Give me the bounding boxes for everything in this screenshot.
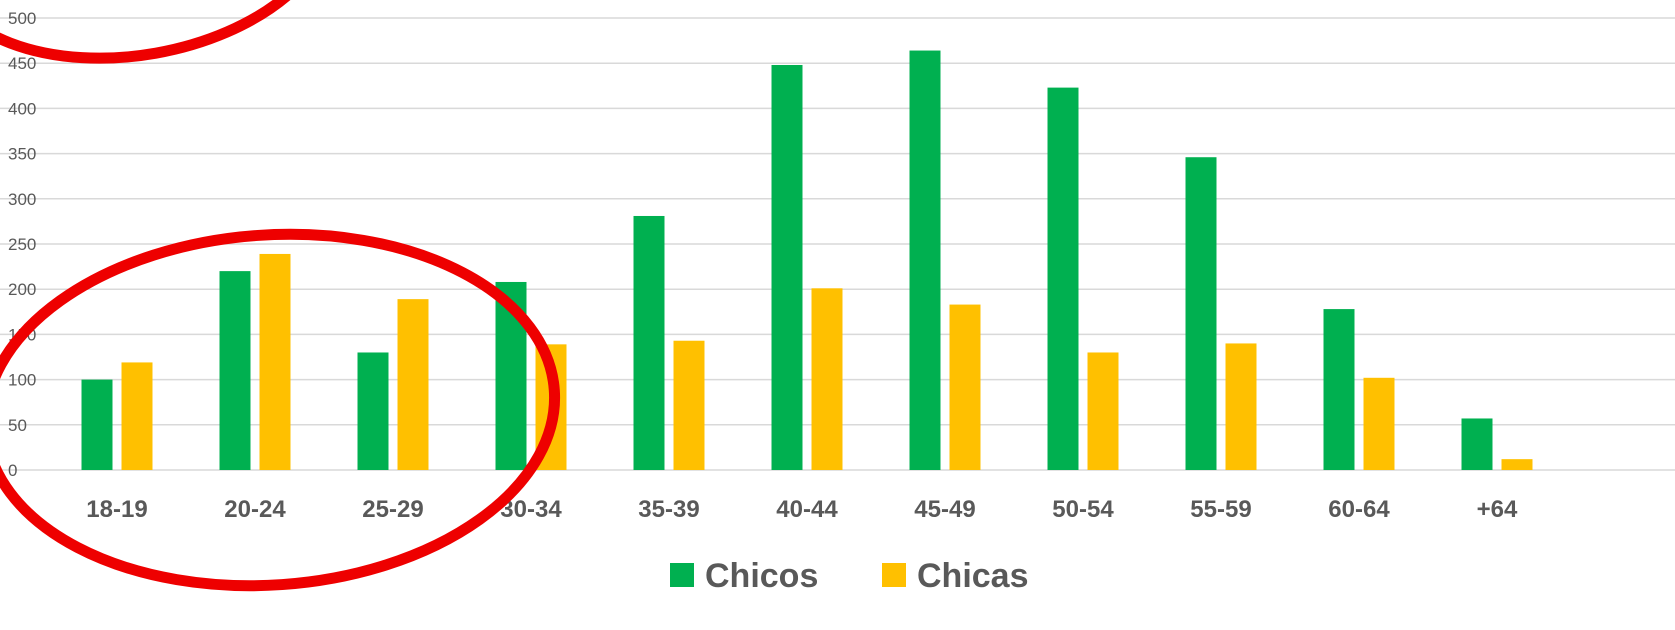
x-tick-label: 40-44 bbox=[776, 496, 838, 523]
bar-chicas-40-44 bbox=[811, 288, 843, 470]
bar-chicas-60-64 bbox=[1363, 377, 1395, 470]
legend-label-chicos: Chicos bbox=[705, 557, 818, 595]
bar-chicos-40-44 bbox=[771, 65, 803, 471]
y-tick-label: 250 bbox=[8, 235, 36, 254]
x-tick-label: 60-64 bbox=[1328, 496, 1390, 523]
y-tick-label: 450 bbox=[8, 54, 36, 73]
bar-chicas-25-29 bbox=[397, 299, 429, 470]
x-tick-label: 45-49 bbox=[914, 496, 975, 523]
x-tick-label: 55-59 bbox=[1190, 496, 1251, 523]
bar-chicos-18-19 bbox=[81, 379, 113, 470]
x-tick-label: 18-19 bbox=[86, 496, 147, 523]
bar-chicos-60-64 bbox=[1323, 309, 1355, 470]
bar-chicas-45-49 bbox=[949, 304, 981, 470]
highlight-ellipse-left-groups bbox=[0, 228, 561, 592]
legend-label-chicas: Chicas bbox=[917, 557, 1029, 595]
bar-chicos-50-54 bbox=[1047, 87, 1079, 470]
bar-chicos-20-24 bbox=[219, 271, 251, 470]
x-tick-label: 25-29 bbox=[362, 496, 423, 523]
bar-chicos-35-39 bbox=[633, 215, 665, 470]
y-tick-label: 0 bbox=[8, 461, 17, 480]
x-tick-label: 50-54 bbox=[1052, 496, 1114, 523]
bar-chicos-25-29 bbox=[357, 352, 389, 470]
x-tick-label: +64 bbox=[1477, 496, 1518, 523]
legend-swatch-chicos bbox=[670, 563, 694, 587]
highlight-ellipse-top bbox=[0, 0, 339, 64]
x-tick-label: 35-39 bbox=[638, 496, 699, 523]
y-tick-label: 400 bbox=[8, 99, 36, 118]
bar-chicos-45-49 bbox=[909, 50, 941, 470]
bar-chicas-50-54 bbox=[1087, 352, 1119, 470]
legend-swatch-chicas bbox=[882, 563, 906, 587]
y-tick-label: 300 bbox=[8, 190, 36, 209]
y-tick-label: 350 bbox=[8, 145, 36, 164]
bar-chicas-18-19 bbox=[121, 362, 153, 470]
bar-chicas-35-39 bbox=[673, 340, 705, 470]
y-tick-label: 200 bbox=[8, 280, 36, 299]
x-tick-label: 20-24 bbox=[224, 496, 286, 523]
legend: Chicos Chicas bbox=[670, 557, 1029, 595]
bar-chicos-55-59 bbox=[1185, 157, 1217, 470]
y-tick-label: 100 bbox=[8, 371, 36, 390]
bar-chicas-+64 bbox=[1501, 459, 1533, 470]
bar-chicos-+64 bbox=[1461, 418, 1493, 470]
bar-chicas-55-59 bbox=[1225, 343, 1257, 470]
x-axis-ticks: 18-19 20-24 25-29 30-34 35-39 40-44 45-49 50-54… bbox=[86, 496, 1518, 523]
y-tick-label: 50 bbox=[8, 416, 27, 435]
y-tick-label: 500 bbox=[8, 9, 36, 28]
annotations bbox=[0, 0, 561, 592]
bar-chicas-20-24 bbox=[259, 253, 291, 470]
bars bbox=[81, 50, 1533, 471]
